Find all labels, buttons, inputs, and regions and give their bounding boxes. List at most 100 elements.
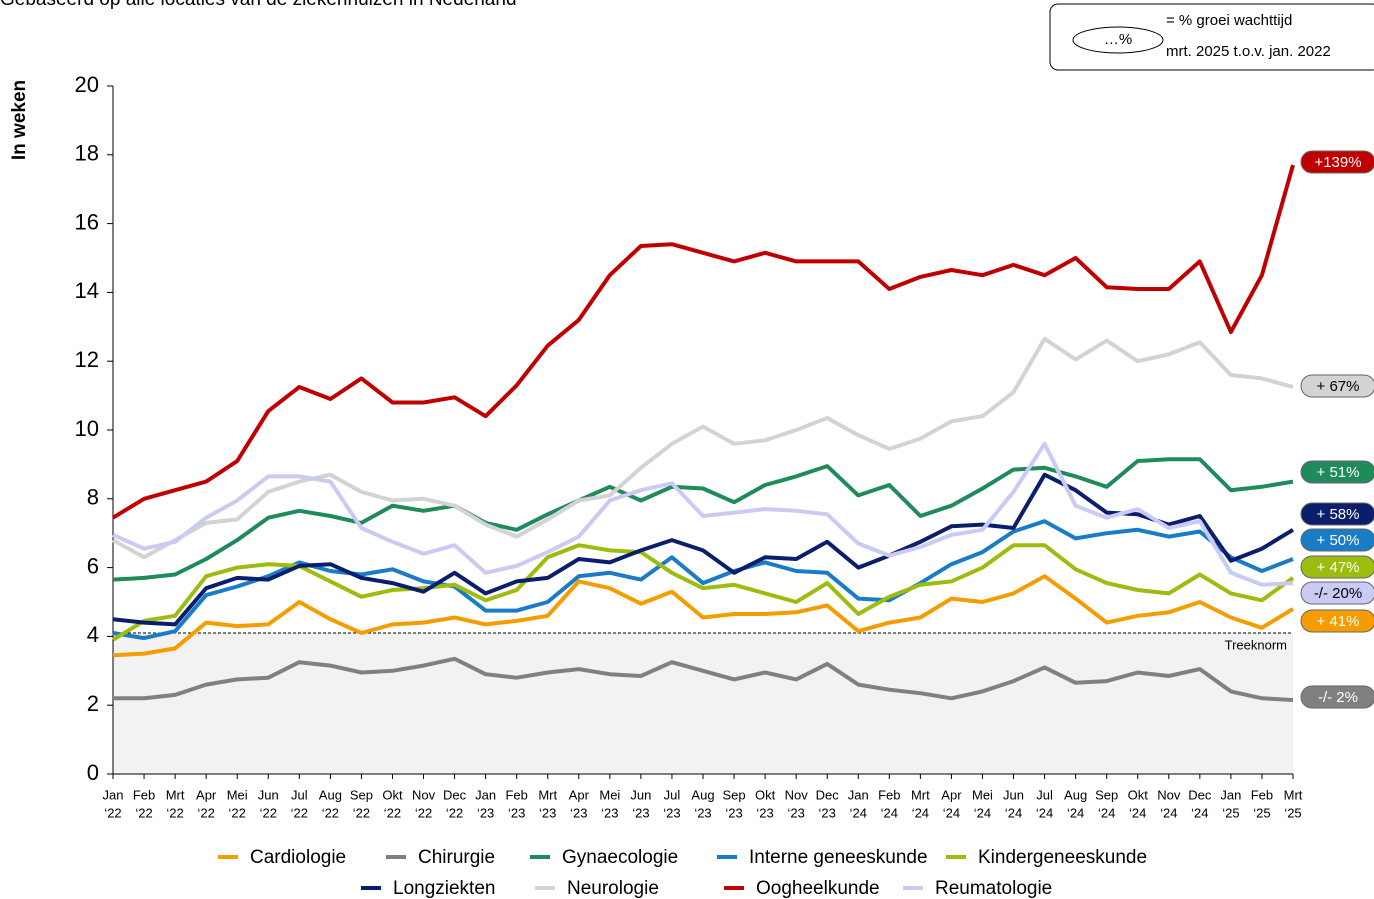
annotation-text: = % groei wachttijd bbox=[1166, 12, 1292, 29]
x-tick-label: Dec bbox=[1188, 787, 1212, 802]
x-tick-label: Nov bbox=[785, 787, 809, 802]
x-tick-label: ‘22 bbox=[353, 805, 370, 820]
x-tick-label: ‘24 bbox=[1191, 805, 1208, 820]
end-label-pill bbox=[1300, 685, 1374, 709]
chart-subtitle: Gebaseerd op alle locaties van de zieken… bbox=[0, 0, 517, 10]
x-tick-label: ‘23 bbox=[694, 805, 711, 820]
x-tick-label: ‘23 bbox=[508, 805, 525, 820]
x-tick-label: ‘24 bbox=[850, 805, 867, 820]
x-tick-label: Sep bbox=[1095, 787, 1118, 802]
reference-area bbox=[113, 632, 1293, 774]
x-tick-label: ‘22 bbox=[322, 805, 339, 820]
legend-label: Interne geneeskunde bbox=[749, 847, 928, 868]
x-tick-label: ‘22 bbox=[446, 805, 463, 820]
x-tick-label: ‘22 bbox=[291, 805, 308, 820]
x-tick-label: ‘22 bbox=[260, 805, 277, 820]
x-tick-label: Nov bbox=[412, 787, 436, 802]
y-tick-label: 20 bbox=[75, 72, 99, 97]
x-tick-label: ‘25 bbox=[1284, 805, 1301, 820]
x-tick-label: Mei bbox=[227, 787, 248, 802]
end-label-pill bbox=[1300, 581, 1374, 605]
x-tick-label: ‘23 bbox=[819, 805, 836, 820]
end-label-pill bbox=[1300, 502, 1374, 526]
end-label: -/- 20% bbox=[1314, 585, 1362, 602]
series-line bbox=[111, 543, 1295, 642]
legend-label: Kindergeneeskunde bbox=[978, 847, 1147, 868]
end-label: + 41% bbox=[1317, 613, 1360, 630]
x-tick-label: ‘23 bbox=[570, 805, 587, 820]
x-tick-label: ‘25 bbox=[1253, 805, 1270, 820]
x-tick-label: Mrt bbox=[166, 787, 185, 802]
annotation-symbol-shape bbox=[1072, 26, 1164, 54]
x-tick-label: Dec bbox=[443, 787, 467, 802]
x-tick-label: ‘22 bbox=[197, 805, 214, 820]
x-tick-label: Feb bbox=[878, 787, 900, 802]
end-label-pill bbox=[1300, 609, 1374, 633]
x-tick-label: Aug bbox=[1064, 787, 1087, 802]
x-tick-label: ‘23 bbox=[539, 805, 556, 820]
x-tick-label: ‘23 bbox=[632, 805, 649, 820]
x-tick-label: ‘22 bbox=[166, 805, 183, 820]
x-tick-label: ‘22 bbox=[104, 805, 121, 820]
x-tick-label: Dec bbox=[816, 787, 840, 802]
x-tick-label: ‘24 bbox=[912, 805, 929, 820]
reference-label: Treeknorm bbox=[1225, 637, 1287, 652]
x-tick-label: Jan bbox=[848, 787, 869, 802]
x-tick-label: ‘25 bbox=[1222, 805, 1239, 820]
end-label: + 47% bbox=[1317, 559, 1360, 576]
series-line bbox=[112, 441, 1294, 587]
x-tick-label: ‘24 bbox=[1005, 805, 1022, 820]
x-tick-label: Apr bbox=[941, 787, 962, 802]
x-tick-label: ‘23 bbox=[787, 805, 804, 820]
end-label-pill bbox=[1300, 374, 1374, 398]
end-label-pill bbox=[1300, 528, 1374, 552]
x-tick-label: Apr bbox=[196, 787, 217, 802]
x-tick-label: ‘22 bbox=[415, 805, 432, 820]
x-tick-label: Jan bbox=[103, 787, 124, 802]
series-line bbox=[111, 164, 1295, 520]
y-tick-label: 0 bbox=[87, 760, 99, 785]
x-tick-label: ‘22 bbox=[384, 805, 401, 820]
x-tick-label: Mrt bbox=[1284, 787, 1303, 802]
x-tick-label: ‘24 bbox=[943, 805, 960, 820]
x-tick-label: Jan bbox=[1220, 787, 1241, 802]
legend-label: Cardiologie bbox=[250, 847, 346, 868]
x-tick-label: ‘24 bbox=[974, 805, 991, 820]
x-tick-label: Apr bbox=[569, 787, 590, 802]
y-tick-label: 10 bbox=[75, 416, 99, 441]
x-tick-label: Mei bbox=[599, 787, 620, 802]
x-tick-label: Aug bbox=[691, 787, 714, 802]
y-tick-label: 4 bbox=[87, 622, 99, 647]
x-tick-label: Okt bbox=[382, 787, 403, 802]
legend-label: Chirurgie bbox=[418, 847, 495, 868]
end-label: + 58% bbox=[1317, 506, 1360, 523]
annotation-symbol: …% bbox=[1104, 31, 1132, 48]
x-tick-label: ‘24 bbox=[1129, 805, 1146, 820]
x-tick-label: Feb bbox=[505, 787, 527, 802]
x-tick-label: ‘23 bbox=[663, 805, 680, 820]
x-tick-label: Aug bbox=[319, 787, 342, 802]
legend-label: Longziekten bbox=[393, 878, 495, 899]
x-tick-label: ‘24 bbox=[1098, 805, 1115, 820]
series-line bbox=[112, 574, 1295, 658]
x-tick-label: Jan bbox=[475, 787, 496, 802]
legend-label: Neurologie bbox=[567, 878, 659, 899]
x-tick-label: ‘23 bbox=[477, 805, 494, 820]
series-line bbox=[112, 457, 1294, 582]
x-tick-label: Nov bbox=[1157, 787, 1181, 802]
end-label-pill bbox=[1300, 555, 1374, 579]
y-tick-label: 14 bbox=[75, 278, 99, 303]
legend-label: Reumatologie bbox=[935, 878, 1052, 899]
x-tick-label: Jun bbox=[630, 787, 651, 802]
end-label: + 50% bbox=[1317, 532, 1360, 549]
x-tick-label: Jul bbox=[291, 787, 308, 802]
x-tick-label: Jul bbox=[664, 787, 681, 802]
x-tick-label: ‘23 bbox=[601, 805, 618, 820]
y-tick-label: 16 bbox=[75, 209, 99, 234]
x-tick-label: ‘22 bbox=[229, 805, 246, 820]
x-tick-label: ‘24 bbox=[1036, 805, 1053, 820]
x-tick-label: Jun bbox=[1003, 787, 1024, 802]
x-tick-label: Sep bbox=[722, 787, 745, 802]
y-tick-label: 18 bbox=[75, 141, 99, 166]
